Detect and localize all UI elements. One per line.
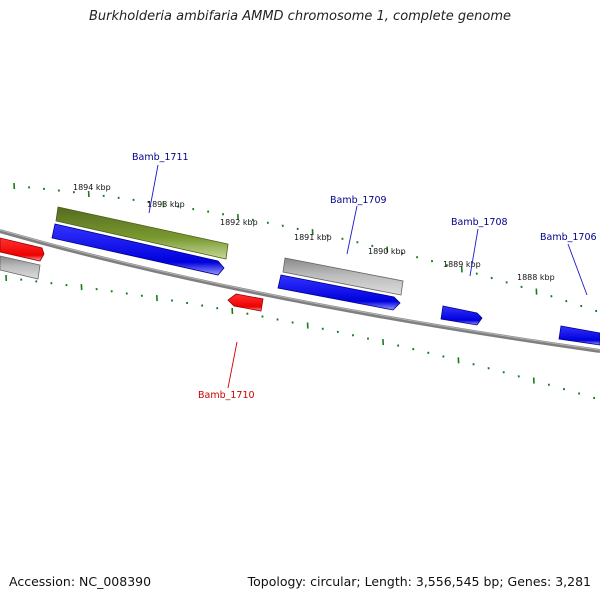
leader-bamb-1708 <box>469 228 479 277</box>
outer-tick-ring <box>13 182 598 313</box>
leader-bamb-1711 <box>148 164 159 214</box>
map-title: Burkholderia ambifaria AMMD chromosome 1… <box>88 9 512 24</box>
inner-tick-ring <box>5 274 596 400</box>
tick-label-1893: 1893 kbp <box>147 200 185 209</box>
gene-bar-bamb-1709-feature[interactable] <box>282 257 404 296</box>
gene-bar-bamb-1711[interactable] <box>51 223 225 276</box>
gene-bar-left-grey[interactable] <box>0 255 41 280</box>
gene-bar-bamb-1711-feature[interactable] <box>55 206 229 260</box>
gene-bar-bamb-1706[interactable] <box>558 325 600 346</box>
chromosome-backbone-highlight <box>0 229 600 351</box>
genome-summary-text: Topology: circular; Length: 3,556,545 bp… <box>247 574 591 589</box>
tick-label-1890: 1890 kbp <box>368 247 406 256</box>
tick-label-1889: 1889 kbp <box>443 260 481 269</box>
gene-bar-bamb-1708[interactable] <box>440 305 483 326</box>
gene-label-bamb-1711[interactable]: Bamb_1711 <box>132 152 189 163</box>
accession-text: Accession: NC_008390 <box>9 574 152 589</box>
gene-label-bamb-1710[interactable]: Bamb_1710 <box>198 390 255 401</box>
leader-bamb-1709 <box>346 205 358 255</box>
gene-bar-bamb-1709[interactable] <box>277 274 401 311</box>
tick-label-1891: 1891 kbp <box>294 233 332 242</box>
chromosome-backbone <box>0 229 600 353</box>
tick-label-1888: 1888 kbp <box>517 273 555 282</box>
leader-bamb-1710 <box>227 341 238 389</box>
gene-label-bamb-1706[interactable]: Bamb_1706 <box>540 232 597 243</box>
tick-label-1894: 1894 kbp <box>73 183 111 192</box>
tick-label-1892: 1892 kbp <box>220 218 258 227</box>
gene-label-bamb-1708[interactable]: Bamb_1708 <box>451 217 508 228</box>
gene-bar-left-red[interactable] <box>0 237 45 262</box>
gene-bar-bamb-1710[interactable] <box>227 293 264 312</box>
leader-bamb-1706 <box>567 243 588 296</box>
gene-label-bamb-1709[interactable]: Bamb_1709 <box>330 195 387 206</box>
